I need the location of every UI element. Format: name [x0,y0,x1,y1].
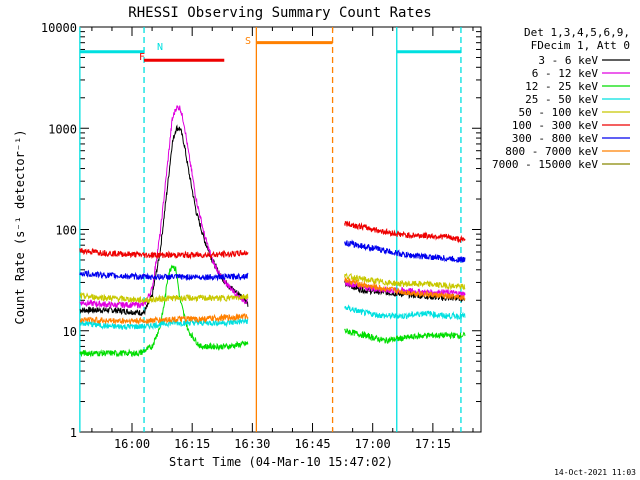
series-line [79,312,249,326]
series-line [79,247,249,260]
series-line [79,317,249,331]
y-tick-label: 10000 [41,21,77,35]
flag-bar-label: F [139,52,145,63]
x-tick-label: 16:45 [294,437,330,451]
series-line [79,124,249,316]
series-line [79,292,249,305]
legend-label: 100 - 300 keV [512,119,598,132]
x-tick-label: 16:00 [114,437,150,451]
legend-header-line-1: Det 1,3,4,5,6,9, [524,26,630,39]
x-tick-label: 16:15 [174,437,210,451]
legend-label: 3 - 6 keV [538,54,598,67]
plot-frame [79,26,482,433]
x-tick-label: 17:15 [415,437,451,451]
x-tick-label: 17:00 [355,437,391,451]
series-line [344,328,466,344]
chart-title: RHESSI Observing Summary Count Rates [128,5,431,21]
legend-label: 6 - 12 keV [532,67,599,80]
legend-label: 50 - 100 keV [519,106,599,119]
flag-bar-label: S [245,36,251,47]
series-line [344,272,466,291]
y-axis-label: Count Rate (s⁻¹ detector⁻¹) [13,129,27,324]
y-tick-label: 100 [55,224,77,238]
series-line [344,304,466,321]
timestamp: 14-Oct-2021 11:03 [554,468,636,477]
series-line [79,264,249,358]
x-axis-label: Start Time (04-Mar-10 15:47:02) [169,455,393,469]
series-line [344,278,466,299]
x-tick-label: 16:30 [234,437,270,451]
legend-label: 800 - 7000 keV [505,145,598,158]
legend-label: 25 - 50 keV [525,93,598,106]
series-line [344,277,466,302]
flag-bar-label: N [157,42,163,53]
legend-label: 300 - 800 keV [512,132,598,145]
series-line [344,239,466,264]
legend-label: 7000 - 15000 keV [492,158,598,171]
legend-header-line-2: FDecim 1, Att 0 [531,39,630,52]
series-line [79,269,249,282]
legend-label: 12 - 25 keV [525,80,598,93]
series-line [79,105,248,309]
y-tick-label: 1000 [48,122,77,136]
series-line [344,220,466,244]
y-tick-label: 1 [70,426,77,440]
y-tick-label: 10 [63,325,77,339]
